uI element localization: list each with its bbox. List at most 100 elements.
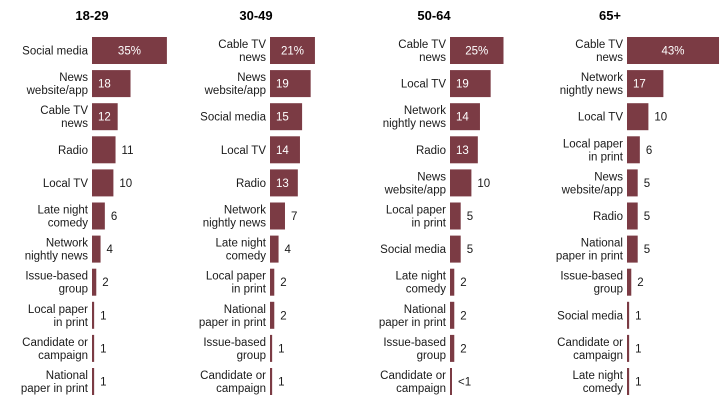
data-label: 5 <box>644 178 650 190</box>
category-label: Cable TV news <box>398 39 446 64</box>
data-label: 18 <box>98 79 111 91</box>
data-label: 4 <box>285 244 292 256</box>
bar <box>450 70 491 98</box>
category-label: Cable TV news <box>218 39 266 64</box>
bar <box>450 103 480 131</box>
bar <box>627 169 638 197</box>
bar <box>92 169 114 197</box>
data-label: 1 <box>278 343 284 355</box>
data-label: 1 <box>635 377 641 389</box>
data-label: 7 <box>291 211 297 223</box>
category-label: Local paper in print <box>386 205 447 230</box>
category-label: Cable TV news <box>40 105 88 130</box>
data-label: 14 <box>276 145 289 157</box>
bar <box>270 136 300 164</box>
bar <box>270 70 311 98</box>
data-label: 2 <box>102 277 108 289</box>
bar <box>92 37 167 64</box>
panel-2: 50-64 Cable TV news 25% Local TV 19 Network nig… <box>379 8 504 395</box>
bar <box>627 202 638 230</box>
bar <box>92 368 95 395</box>
bar <box>450 334 455 362</box>
category-label: News website/app <box>561 171 624 196</box>
bar <box>270 37 315 64</box>
data-label: 2 <box>460 277 466 289</box>
bar <box>270 103 303 131</box>
category-label: Late night comedy <box>215 238 266 263</box>
category-label: Local TV <box>401 79 447 91</box>
category-label: National paper in print <box>379 304 447 329</box>
bar <box>270 169 298 197</box>
data-label: <1 <box>458 377 471 389</box>
data-label: 1 <box>100 310 106 322</box>
category-label: News website/app <box>384 171 447 196</box>
category-label: Local TV <box>43 178 89 190</box>
data-label: 12 <box>98 112 111 124</box>
bar <box>270 334 273 362</box>
data-label: 35% <box>118 46 141 58</box>
data-label: 11 <box>122 145 134 157</box>
panel-1: 30-49 Cable TV news 21% News website/app 19 Soc… <box>199 8 315 395</box>
bar <box>450 268 455 296</box>
panel-title: 18-29 <box>75 8 108 23</box>
category-label: Social media <box>557 310 623 322</box>
category-label: Radio <box>593 211 623 223</box>
data-label: 2 <box>460 343 466 355</box>
category-label: News website/app <box>26 72 89 97</box>
category-label: Late night comedy <box>37 205 88 230</box>
data-label: 5 <box>467 211 473 223</box>
data-label: 14 <box>456 112 469 124</box>
category-label: Network nightly news <box>383 105 447 130</box>
data-label: 1 <box>100 377 106 389</box>
panel-title: 30-49 <box>239 8 272 23</box>
data-label: 10 <box>477 178 490 190</box>
bar <box>270 301 275 329</box>
data-label: 17 <box>633 79 646 91</box>
category-label: Issue-based group <box>203 337 266 362</box>
data-label: 19 <box>276 79 289 91</box>
category-label: Issue-based group <box>25 271 88 296</box>
category-label: Issue-based group <box>383 337 446 362</box>
panel-0: 18-29 Social media 35% News website/app 18 Cab… <box>21 8 167 395</box>
bar <box>627 235 638 263</box>
category-label: Candidate or campaign <box>557 337 623 362</box>
bar <box>450 235 461 263</box>
bar <box>450 202 461 230</box>
data-label: 21% <box>281 46 304 58</box>
bar <box>627 136 640 164</box>
bar <box>450 37 504 64</box>
data-label: 2 <box>280 277 286 289</box>
data-label: 1 <box>100 343 106 355</box>
category-label: Late night comedy <box>572 370 623 395</box>
panel-title: 65+ <box>599 8 621 23</box>
category-label: Cable TV news <box>575 39 623 64</box>
category-label: National paper in print <box>199 304 267 329</box>
data-label: 25% <box>465 46 488 58</box>
data-label: 1 <box>278 377 284 389</box>
data-label: 13 <box>276 178 289 190</box>
data-label: 43% <box>661 46 684 58</box>
data-label: 19 <box>456 79 469 91</box>
data-label: 10 <box>119 178 132 190</box>
category-label: Network nightly news <box>203 205 267 230</box>
data-label: 5 <box>467 244 473 256</box>
category-label: Social media <box>200 112 266 124</box>
category-label: Radio <box>236 178 266 190</box>
bar <box>450 368 452 395</box>
data-label: 10 <box>654 112 667 124</box>
data-label: 5 <box>644 211 650 223</box>
bar <box>92 103 118 131</box>
data-label: 2 <box>637 277 643 289</box>
data-label: 13 <box>456 145 469 157</box>
category-label: Radio <box>416 145 446 157</box>
category-label: National paper in print <box>21 370 89 395</box>
bar <box>450 136 478 164</box>
bar <box>627 268 632 296</box>
category-label: Late night comedy <box>395 271 446 296</box>
bar <box>270 202 285 230</box>
data-label: 1 <box>635 310 641 322</box>
bar <box>270 268 275 296</box>
bar <box>450 169 472 197</box>
category-label: Social media <box>380 244 446 256</box>
